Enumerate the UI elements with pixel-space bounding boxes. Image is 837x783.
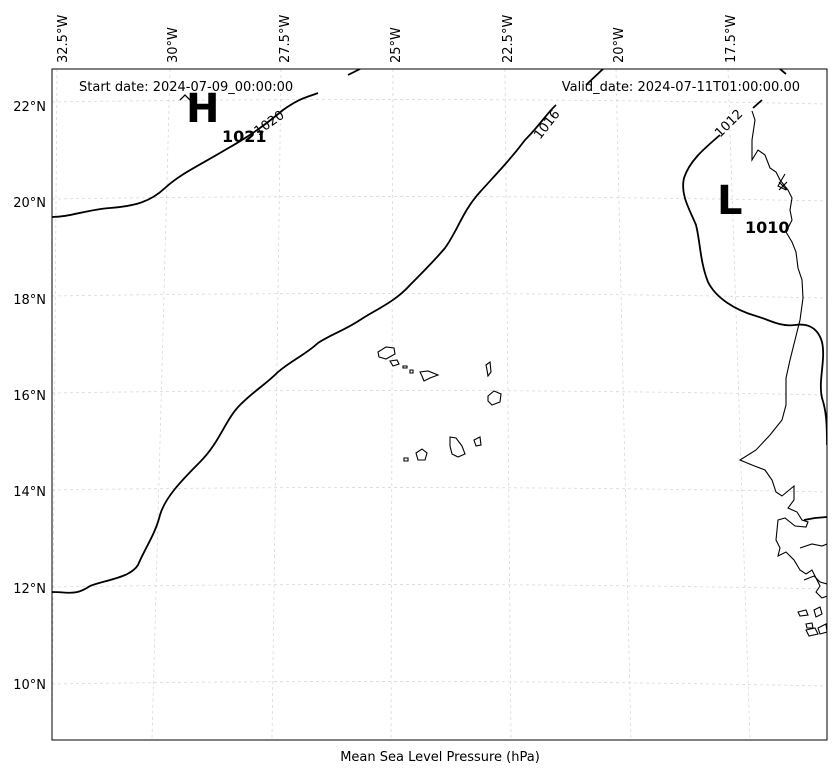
isobars: [52, 69, 827, 594]
parallel-16n: [52, 390, 827, 396]
contour-label-1012: 1012: [712, 107, 746, 141]
meridian-20w: [615, 69, 632, 740]
isobar-1020-top: [347, 69, 361, 76]
isobar-1012-east-top: [779, 69, 787, 75]
isobar-1020: [52, 92, 319, 218]
low-center-marker: [778, 181, 788, 191]
meridian-30w: [151, 69, 171, 740]
isobar-1012-top: [752, 99, 763, 109]
coastline: [738, 110, 827, 637]
bissagos-island-2: [813, 606, 823, 618]
start-date-label: Start date: 2024-07-09_00:00:00: [79, 80, 293, 95]
bissagos-island-5: [817, 623, 827, 635]
map-frame: [51, 68, 828, 741]
lat-tick-label: 22°N: [13, 100, 46, 115]
coast-inlet-c: [803, 575, 827, 585]
meridian-22-5w: [504, 69, 512, 740]
high-pressure-letter: H: [186, 86, 219, 132]
parallel-22n: [52, 99, 827, 105]
parallel-14n: [52, 487, 827, 493]
parallel-18n: [52, 293, 827, 299]
africa-coast-inlet: [777, 173, 787, 191]
parallel-20n: [52, 196, 827, 202]
island-sao-vicente: [389, 359, 400, 367]
cabo-verde-islands: [377, 346, 502, 462]
lon-tick-label: 17.5°W: [724, 15, 739, 63]
high-center-marker: [179, 94, 191, 101]
lat-tick-label: 20°N: [13, 196, 46, 211]
bissagos-island-3: [805, 622, 814, 629]
coast-inlet-b: [799, 543, 827, 549]
meridian-17-5w: [727, 69, 751, 740]
island-fogo: [415, 448, 428, 461]
meridian-32-5w: [52, 69, 58, 740]
low-pressure-value: 1010: [745, 218, 790, 237]
island-maio: [473, 436, 482, 447]
island-sao-nicolau: [419, 370, 440, 382]
contour-labels: 1020 1016 1012: [252, 107, 747, 143]
valid-date-label: Valid_date: 2024-07-11T01:00:00.00: [562, 80, 800, 95]
lon-tick-label: 22.5°W: [501, 15, 516, 63]
island-santo-antao: [377, 346, 396, 360]
isobar-1016: [52, 104, 557, 594]
bissagos-island-4: [805, 627, 819, 637]
high-pressure-value: 1021: [222, 127, 267, 146]
meridian-27-5w: [271, 69, 282, 740]
island-boa-vista: [487, 390, 502, 406]
island-sal: [485, 360, 492, 378]
map-caption: Mean Sea Level Pressure (hPa): [340, 750, 540, 765]
lat-tick-label: 12°N: [13, 582, 46, 597]
latitude-tick-labels: 22°N 20°N 18°N 16°N 14°N 12°N 10°N: [13, 100, 46, 693]
lon-tick-label: 32.5°W: [56, 15, 71, 63]
island-ilheu: [409, 369, 414, 374]
island-brava: [403, 457, 409, 462]
lon-tick-label: 20°W: [612, 27, 627, 63]
isobar-1012: [682, 134, 827, 446]
lon-tick-label: 25°W: [389, 27, 404, 63]
longitude-tick-labels: 32.5°W 30°W 27.5°W 25°W 22.5°W 20°W 17.5…: [56, 15, 739, 63]
isobar-1012-south: [803, 516, 827, 521]
low-pressure-letter: L: [717, 178, 743, 224]
island-santiago: [449, 436, 466, 458]
parallel-12n: [52, 584, 827, 590]
lat-tick-label: 16°N: [13, 389, 46, 404]
lon-tick-label: 27.5°W: [278, 15, 293, 63]
meridian-25w: [390, 69, 394, 740]
pressure-centers: H 1021 L 1010: [179, 86, 790, 237]
africa-coastline: [738, 110, 827, 599]
parallel-10n: [52, 681, 827, 687]
bissagos-island-1: [797, 609, 809, 617]
lat-tick-label: 14°N: [13, 485, 46, 500]
lat-tick-label: 10°N: [13, 678, 46, 693]
lon-tick-label: 30°W: [166, 27, 181, 63]
isobar-1016-top: [585, 69, 604, 86]
island-santa-luzia: [402, 365, 408, 369]
contour-label-1016: 1016: [531, 107, 563, 142]
graticule: [52, 69, 827, 740]
lat-tick-label: 18°N: [13, 293, 46, 308]
